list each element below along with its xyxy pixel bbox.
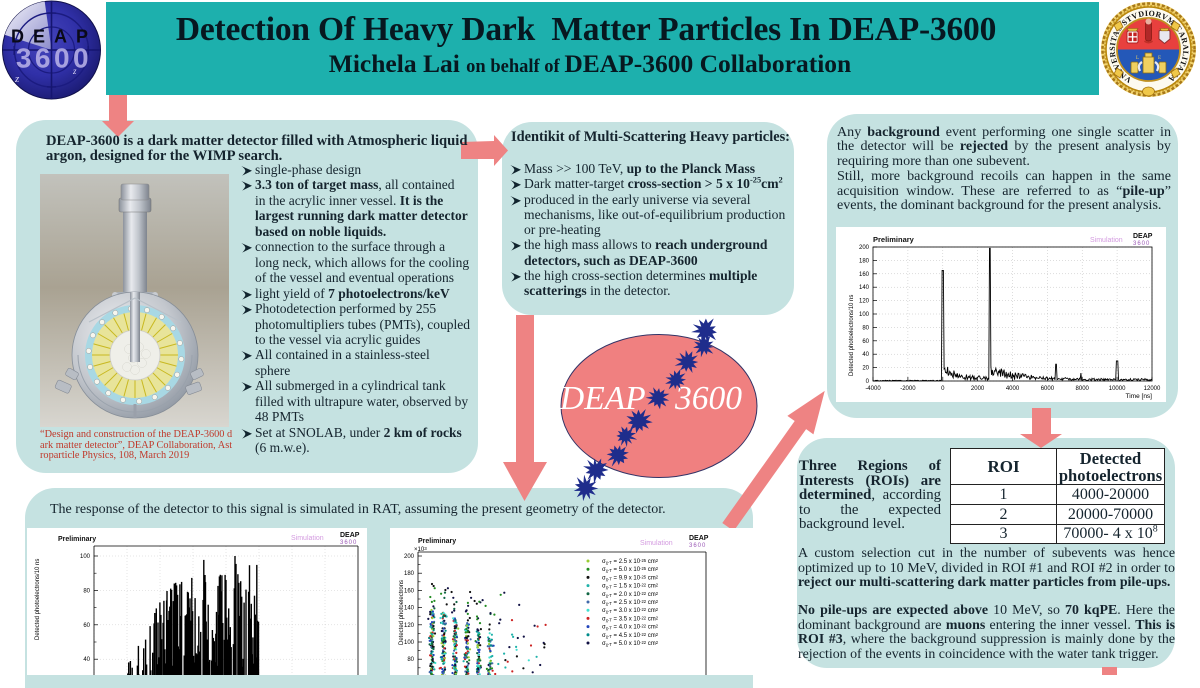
svg-text:Detected photoelectrons/10 ns: Detected photoelectrons/10 ns: [849, 295, 855, 376]
svg-text:DEAP: DEAP: [689, 535, 709, 542]
svg-text:180: 180: [859, 258, 870, 264]
svg-text:Preliminary: Preliminary: [58, 536, 96, 543]
svg-text:Detected photoelectrons: Detected photoelectrons: [399, 580, 405, 645]
svg-text:Preliminary: Preliminary: [418, 538, 456, 545]
svg-text:3600: 3600: [689, 543, 706, 549]
svg-text:z: z: [14, 73, 20, 85]
svg-text:80: 80: [862, 325, 869, 331]
svg-text:L: L: [1136, 56, 1139, 61]
svg-text:60: 60: [83, 623, 90, 629]
svg-text:20: 20: [862, 366, 869, 372]
svg-text:DEAP: DEAP: [1133, 233, 1153, 240]
svg-text:200: 200: [404, 554, 415, 560]
svg-text:80: 80: [407, 657, 414, 663]
svg-text:160: 160: [404, 588, 415, 594]
svg-text:120: 120: [404, 623, 415, 629]
svg-text:3600: 3600: [1133, 241, 1150, 247]
svg-text:200: 200: [859, 245, 870, 251]
svg-text:120: 120: [859, 299, 870, 305]
svg-text:140: 140: [859, 285, 870, 291]
svg-text:z: z: [72, 66, 77, 76]
svg-text:2000: 2000: [971, 386, 985, 392]
svg-text:E: E: [1158, 56, 1161, 61]
svg-text:6000: 6000: [1041, 386, 1055, 392]
svg-text:40: 40: [862, 352, 869, 358]
svg-text:4000: 4000: [1006, 386, 1020, 392]
svg-text:Time [ns]: Time [ns]: [1126, 393, 1153, 400]
svg-text:-4000: -4000: [865, 386, 881, 392]
svg-text:8000: 8000: [1076, 386, 1090, 392]
svg-text:3600: 3600: [16, 43, 92, 74]
svg-text:160: 160: [859, 272, 870, 278]
svg-text:Detected photoelectrons/10 ns: Detected photoelectrons/10 ns: [35, 559, 41, 640]
svg-text:100: 100: [404, 640, 415, 646]
svg-text:100: 100: [859, 312, 870, 318]
svg-text:100: 100: [80, 554, 91, 560]
svg-text:180: 180: [404, 571, 415, 577]
svg-text:140: 140: [404, 606, 415, 612]
svg-text:12000: 12000: [1144, 386, 1161, 392]
svg-text:Simulation: Simulation: [291, 535, 324, 542]
svg-text:Preliminary: Preliminary: [873, 235, 915, 244]
svg-text:Simulation: Simulation: [640, 540, 673, 547]
svg-text:-2000: -2000: [900, 386, 916, 392]
svg-text:3600: 3600: [340, 540, 357, 546]
svg-text:DEAP: DEAP: [340, 532, 360, 539]
svg-text:80: 80: [83, 588, 90, 594]
svg-text:10000: 10000: [1109, 386, 1126, 392]
svg-text:40: 40: [83, 657, 90, 663]
svg-text:Simulation: Simulation: [1090, 237, 1123, 244]
svg-text:60: 60: [862, 339, 869, 345]
